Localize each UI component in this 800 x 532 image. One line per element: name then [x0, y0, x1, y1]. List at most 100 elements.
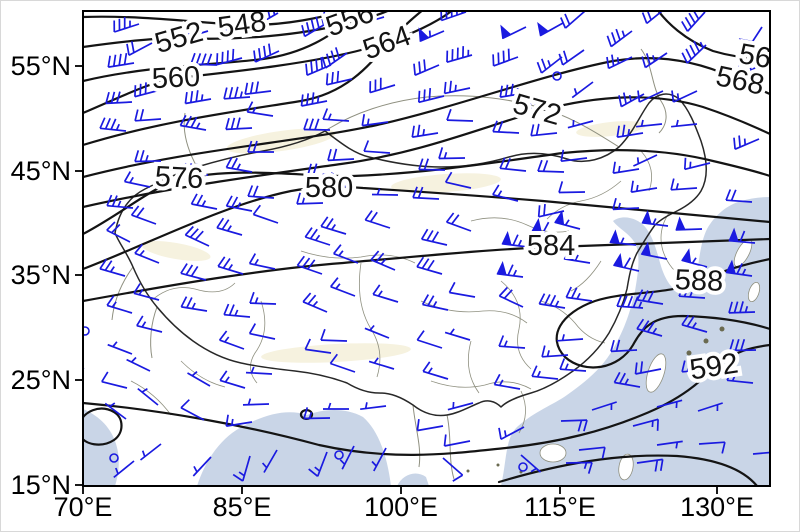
- small-island-dot: [686, 350, 692, 356]
- wind-barb: [733, 59, 760, 81]
- wind-barb: [358, 11, 385, 26]
- x-tick-label: 115°E: [524, 492, 596, 522]
- wind-barb: [106, 221, 131, 243]
- wind-barb: [537, 204, 565, 218]
- country-border-line: [446, 414, 455, 480]
- wind-barb: [612, 161, 640, 174]
- wind-barb: [180, 263, 207, 281]
- wind-barb: [558, 181, 586, 194]
- wind-barb: [606, 28, 633, 48]
- wind-barb: [418, 27, 445, 42]
- contour-580: [83, 185, 770, 271]
- land-tint-patch: [261, 343, 411, 363]
- wind-barb: [232, 455, 251, 482]
- contour-5921: [83, 407, 123, 446]
- wind-barb: [578, 446, 606, 459]
- wind-barb: [304, 227, 331, 246]
- wind-barb: [537, 21, 564, 37]
- wind-barb: [113, 17, 140, 33]
- wind-barb: [134, 150, 162, 163]
- wind-barb: [126, 41, 153, 56]
- province-border-line: [150, 282, 236, 302]
- wind-barb: [557, 334, 584, 342]
- wind-barb: [416, 330, 443, 349]
- wind-barb: [610, 339, 638, 353]
- wind-barb: [640, 241, 668, 260]
- wind-barb: [637, 90, 664, 103]
- contour-label-576: 576: [154, 161, 204, 195]
- wind-barb: [560, 149, 588, 163]
- wind-barb: [558, 49, 585, 66]
- wind-barb: [247, 185, 275, 199]
- wind-barb: [726, 369, 754, 384]
- wind-barb: [636, 289, 664, 305]
- wind-barb: [678, 285, 706, 299]
- wind-barb: [492, 184, 519, 202]
- y-tick-label: 25°N: [11, 365, 71, 395]
- province-border-line: [430, 380, 532, 390]
- wind-barb: [339, 445, 355, 470]
- wind-barb: [136, 315, 163, 333]
- wind-barb: [422, 361, 449, 380]
- wind-barb: [217, 256, 244, 275]
- wind-barb: [444, 328, 471, 341]
- wind-barb: [107, 52, 135, 68]
- wind-barb: [616, 124, 644, 138]
- province-border-line: [500, 280, 532, 370]
- wind-barb: [244, 81, 272, 96]
- wind-barb: [104, 402, 127, 420]
- wind-barb: [416, 256, 443, 275]
- wind-barb: [192, 456, 212, 477]
- wind-barb: [321, 47, 348, 69]
- province-border-line: [570, 260, 602, 292]
- province-border-line: [250, 300, 266, 384]
- wind-barb: [636, 318, 663, 337]
- wind-barb: [633, 154, 658, 167]
- wind-barb: [630, 180, 658, 193]
- island: [645, 353, 667, 393]
- plot-frame: [82, 10, 771, 487]
- contour-556: [83, 11, 359, 83]
- wind-barb: [671, 90, 698, 103]
- wind-barb: [698, 441, 726, 454]
- wind-barb: [296, 255, 323, 275]
- wind-barb: [641, 52, 668, 69]
- island: [747, 281, 761, 303]
- calm-wind-circle: [334, 450, 344, 460]
- wind-barb: [499, 157, 527, 172]
- wind-barb: [418, 158, 446, 171]
- wind-barb: [180, 399, 205, 421]
- wind-barb: [501, 230, 529, 248]
- wind-barb: [245, 366, 273, 375]
- x-tick-label: 85°E: [213, 492, 272, 522]
- wind-barb: [442, 457, 464, 482]
- wind-barb: [733, 135, 760, 150]
- wind-barb: [728, 227, 756, 244]
- wind-barb: [246, 101, 274, 117]
- wind-barb: [139, 443, 162, 461]
- wind-barb: [223, 86, 251, 100]
- ocean-polygon: [83, 409, 119, 486]
- island: [618, 453, 634, 481]
- wind-barb: [329, 353, 356, 373]
- contour-label-588: 588: [674, 264, 723, 298]
- wind-barb: [223, 303, 251, 318]
- wind-barb: [253, 43, 280, 63]
- wind-barb: [500, 24, 527, 40]
- wind-barb: [323, 402, 349, 410]
- small-island-dot: [719, 326, 725, 332]
- wind-barb: [445, 212, 472, 232]
- wind-barb: [681, 40, 707, 64]
- province-border-line: [546, 180, 622, 220]
- province-border-line: [470, 217, 570, 233]
- wind-barb: [499, 83, 527, 98]
- wind-barb: [105, 91, 133, 105]
- small-island-dot: [496, 463, 500, 467]
- wind-barb: [137, 387, 159, 406]
- x-tick-label: 70°E: [54, 492, 113, 522]
- wind-barb: [492, 48, 519, 67]
- wind-barb: [413, 59, 440, 76]
- wind-barb: [446, 108, 474, 122]
- wind-barb: [370, 250, 396, 271]
